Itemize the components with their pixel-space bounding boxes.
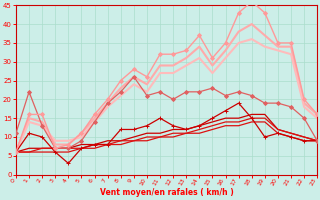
X-axis label: Vent moyen/en rafales ( km/h ): Vent moyen/en rafales ( km/h ) [100, 188, 234, 197]
